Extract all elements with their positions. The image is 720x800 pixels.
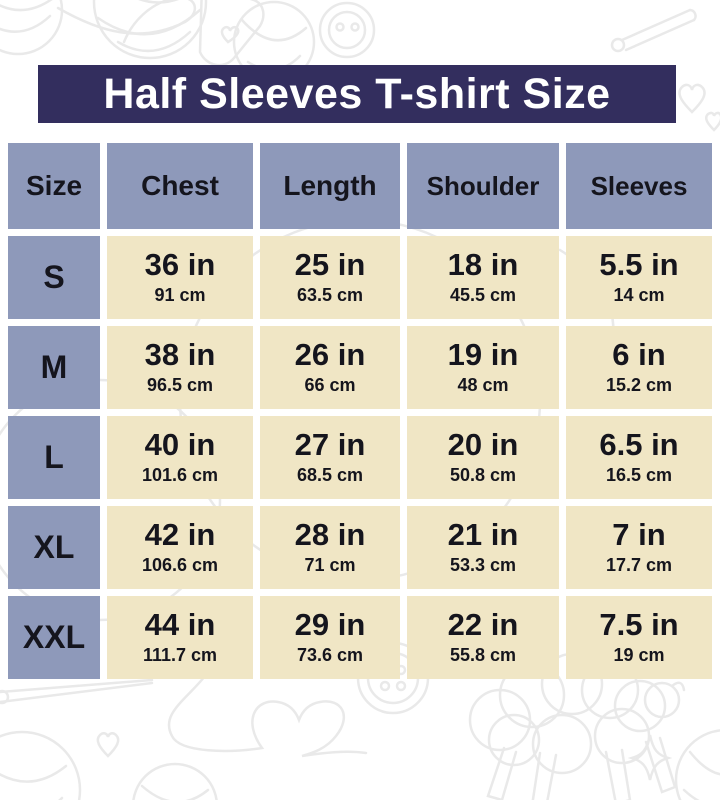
inches-value: 19 in <box>447 337 519 373</box>
cell-l-length: 27 in 68.5 cm <box>260 416 400 499</box>
size-chart-table: Size Chest Length Shoulder Sleeves S 36 … <box>8 143 712 679</box>
inches-value: 42 in <box>144 517 216 553</box>
column-header-chest: Chest <box>107 143 253 229</box>
yarn-ball-icon <box>0 0 197 56</box>
inches-value: 26 in <box>294 337 366 373</box>
column-header-shoulder: Shoulder <box>407 143 559 229</box>
yarn-ball-icon <box>132 762 218 800</box>
cell-xxl-length: 29 in 73.6 cm <box>260 596 400 679</box>
inches-value: 38 in <box>144 337 216 373</box>
yarn-ball-icon <box>674 729 720 800</box>
inches-value: 27 in <box>294 427 366 463</box>
cm-value: 53.3 cm <box>449 554 517 575</box>
cell-xl-sleeves: 7 in 17.7 cm <box>566 506 712 589</box>
title-banner: Half Sleeves T-shirt Size <box>38 65 676 123</box>
inches-value: 29 in <box>294 607 366 643</box>
inches-value: 6 in <box>612 337 666 373</box>
inches-value: 44 in <box>144 607 216 643</box>
row-label-xxl: XXL <box>8 596 100 679</box>
cm-value: 111.7 cm <box>142 644 218 665</box>
row-label-m: M <box>8 326 100 409</box>
heart-icon <box>678 83 720 132</box>
cell-l-chest: 40 in 101.6 cm <box>107 416 253 499</box>
cell-m-shoulder: 19 in 48 cm <box>407 326 559 409</box>
cm-value: 96.5 cm <box>146 374 214 395</box>
inches-value: 20 in <box>447 427 519 463</box>
cm-value: 101.6 cm <box>141 464 219 485</box>
inches-value: 25 in <box>294 247 366 283</box>
cell-xl-length: 28 in 71 cm <box>260 506 400 589</box>
cell-l-sleeves: 6.5 in 16.5 cm <box>566 416 712 499</box>
cm-value: 91 cm <box>154 284 206 305</box>
inches-value: 36 in <box>144 247 216 283</box>
inches-value: 7.5 in <box>599 607 679 643</box>
cell-xl-shoulder: 21 in 53.3 cm <box>407 506 559 589</box>
cell-m-chest: 38 in 96.5 cm <box>107 326 253 409</box>
inches-value: 7 in <box>612 517 666 553</box>
inches-value: 22 in <box>447 607 519 643</box>
cell-s-shoulder: 18 in 45.5 cm <box>407 236 559 319</box>
button-icon <box>318 1 376 59</box>
cell-s-chest: 36 in 91 cm <box>107 236 253 319</box>
inches-value: 21 in <box>447 517 519 553</box>
cm-value: 68.5 cm <box>296 464 364 485</box>
cell-xxl-sleeves: 7.5 in 19 cm <box>566 596 712 679</box>
cm-value: 66 cm <box>304 374 356 395</box>
cell-l-shoulder: 20 in 50.8 cm <box>407 416 559 499</box>
cm-value: 73.6 cm <box>296 644 364 665</box>
cm-value: 16.5 cm <box>605 464 673 485</box>
cell-xxl-shoulder: 22 in 55.8 cm <box>407 596 559 679</box>
inches-value: 18 in <box>447 247 519 283</box>
cm-value: 17.7 cm <box>605 554 673 575</box>
cm-value: 71 cm <box>304 554 356 575</box>
cm-value: 106.6 cm <box>141 554 219 575</box>
cm-value: 55.8 cm <box>449 644 517 665</box>
row-label-s: S <box>8 236 100 319</box>
sparkle-icon <box>627 734 673 781</box>
safety-pin-icon <box>610 8 697 53</box>
column-header-sleeves: Sleeves <box>566 143 712 229</box>
cell-m-length: 26 in 66 cm <box>260 326 400 409</box>
yarn-ball-icon <box>0 730 82 800</box>
column-header-length: Length <box>260 143 400 229</box>
heart-icon <box>96 732 120 758</box>
knitting-needle-icon <box>0 678 154 705</box>
cm-value: 14 cm <box>613 284 665 305</box>
cell-m-sleeves: 6 in 15.2 cm <box>566 326 712 409</box>
column-header-size: Size <box>8 143 100 229</box>
inches-value: 28 in <box>294 517 366 553</box>
cm-value: 48 cm <box>457 374 509 395</box>
cm-value: 15.2 cm <box>605 374 673 395</box>
cell-s-length: 25 in 63.5 cm <box>260 236 400 319</box>
cm-value: 50.8 cm <box>449 464 517 485</box>
row-label-l: L <box>8 416 100 499</box>
yarn-string-heart-icon <box>167 674 368 758</box>
cell-s-sleeves: 5.5 in 14 cm <box>566 236 712 319</box>
cm-value: 19 cm <box>613 644 665 665</box>
inches-value: 5.5 in <box>599 247 679 283</box>
cm-value: 63.5 cm <box>296 284 364 305</box>
cell-xxl-chest: 44 in 111.7 cm <box>107 596 253 679</box>
row-label-xl: XL <box>8 506 100 589</box>
cell-xl-chest: 42 in 106.6 cm <box>107 506 253 589</box>
inches-value: 6.5 in <box>599 427 679 463</box>
inches-value: 40 in <box>144 427 216 463</box>
page-title: Half Sleeves T-shirt Size <box>103 69 611 118</box>
cm-value: 45.5 cm <box>449 284 517 305</box>
